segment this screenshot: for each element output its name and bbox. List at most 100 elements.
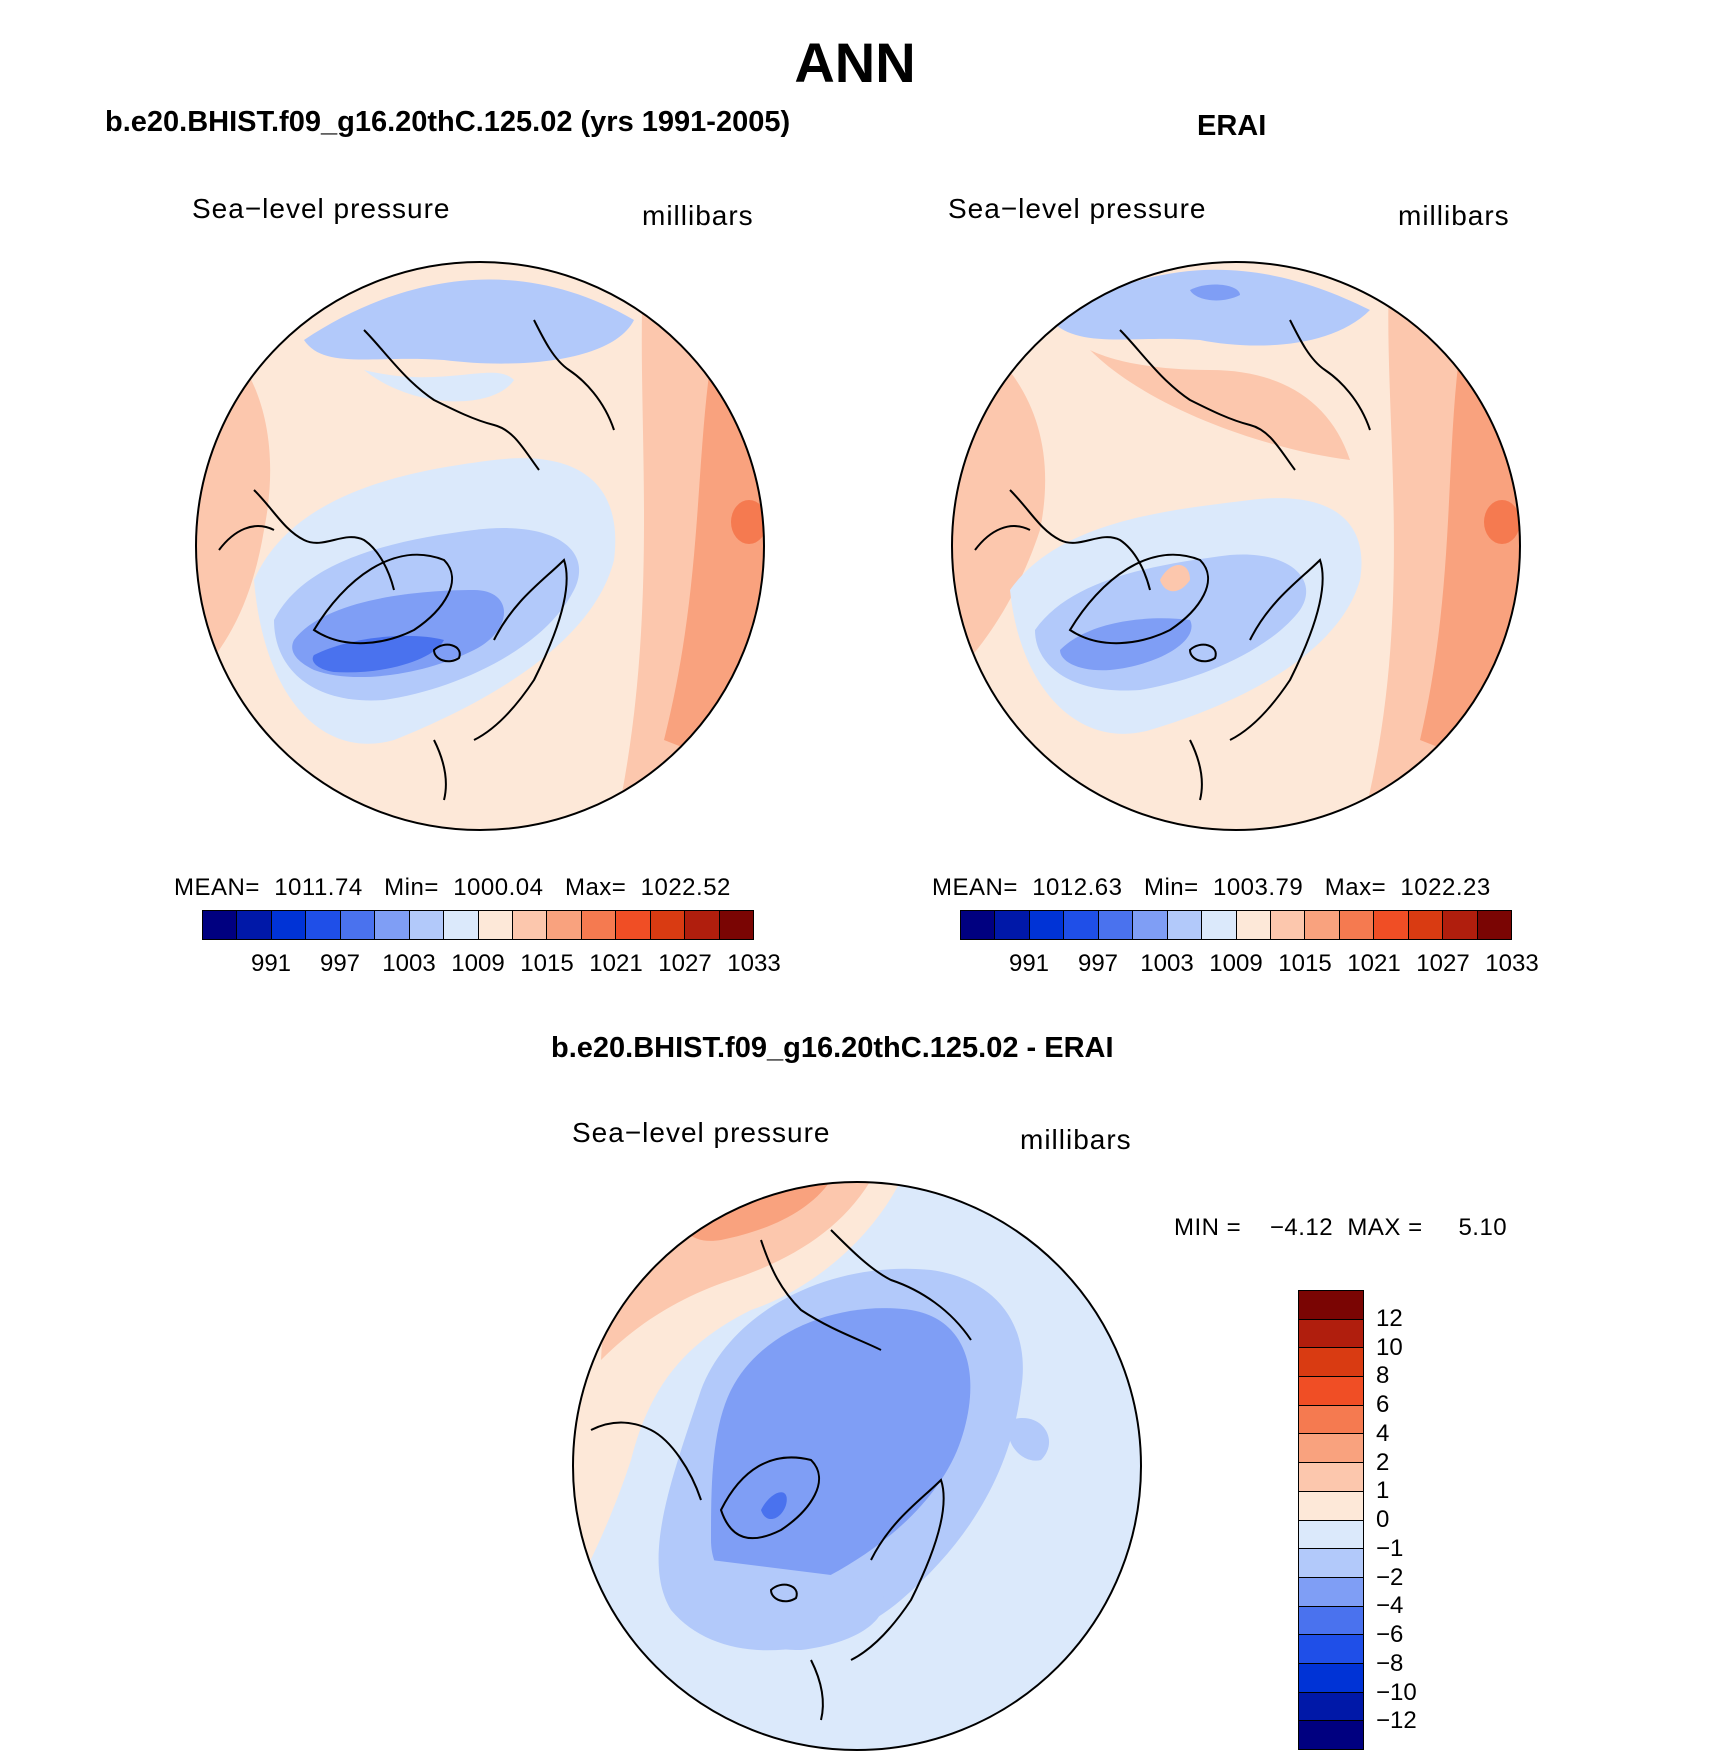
colorbar-tick-label: 1009	[451, 950, 505, 977]
colorbar-swatch	[1299, 1319, 1363, 1349]
colorbar-tick-label: 1027	[1416, 950, 1470, 977]
colorbar-tick-label: 1033	[727, 950, 781, 977]
colorbar-swatch	[995, 911, 1030, 939]
pressure-min-center	[312, 635, 444, 673]
colorbar-tick-label: 991	[250, 950, 292, 977]
model-units-label: millibars	[642, 200, 754, 231]
model-colorbar	[202, 910, 754, 940]
pressure-max-center	[1484, 500, 1520, 544]
colorbar-swatch	[1299, 1405, 1363, 1435]
colorbar-swatch	[409, 911, 445, 939]
colorbar-swatch	[271, 911, 307, 939]
colorbar-swatch	[1029, 911, 1065, 939]
colorbar-swatch	[512, 911, 548, 939]
colorbar-swatch	[1299, 1721, 1363, 1749]
colorbar-swatch	[306, 911, 341, 939]
diff-variable-label: Sea−level pressure	[572, 1117, 831, 1148]
colorbar-swatch	[478, 911, 513, 939]
colorbar-swatch	[444, 911, 479, 939]
colorbar-swatch	[237, 911, 272, 939]
coastline	[363, 329, 540, 471]
colorbar-tick-label: −12	[1376, 1707, 1417, 1735]
colorbar-tick-label: 1021	[589, 950, 643, 977]
colorbar-swatch	[340, 911, 376, 939]
colorbar-swatch	[1299, 1434, 1363, 1464]
diff-colorbar-ticks: 12 10 8 6 4 2 1 0 −1 −2 −4 −6 −8 −10 −12	[1376, 1290, 1496, 1750]
colorbar-swatch	[1299, 1377, 1363, 1406]
colorbar-tick-label: −2	[1376, 1563, 1404, 1591]
colorbar-tick-label: 1003	[1140, 950, 1194, 977]
colorbar-tick-label: 1033	[1485, 950, 1539, 977]
colorbar-swatch	[719, 911, 753, 939]
colorbar-swatch	[1167, 911, 1203, 939]
colorbar-swatch	[650, 911, 686, 939]
colorbar-swatch	[685, 911, 720, 939]
colorbar-tick-label: 997	[1077, 950, 1119, 977]
colorbar-swatch	[1299, 1348, 1363, 1378]
diff-colorbar	[1298, 1290, 1364, 1750]
colorbar-tick-label: 4	[1376, 1419, 1390, 1447]
obs-colorbar	[960, 910, 1512, 940]
colorbar-swatch	[1133, 911, 1168, 939]
colorbar-tick-label: 12	[1376, 1304, 1403, 1332]
colorbar-tick-label: 1015	[520, 950, 574, 977]
colorbar-swatch	[1299, 1635, 1363, 1664]
colorbar-tick-label: 1015	[1278, 950, 1332, 977]
colorbar-swatch	[1299, 1491, 1363, 1521]
colorbar-swatch	[1305, 911, 1340, 939]
colorbar-tick-label: −4	[1376, 1592, 1404, 1620]
obs-variable-label: Sea−level pressure	[948, 193, 1207, 224]
pressure-contour-top	[304, 279, 634, 364]
colorbar-swatch	[1299, 1663, 1363, 1693]
obs-units-label: millibars	[1398, 200, 1510, 231]
colorbar-tick-label: −6	[1376, 1621, 1404, 1648]
colorbar-tick-label: 1027	[658, 950, 712, 977]
colorbar-swatch	[1408, 911, 1444, 939]
colorbar-swatch	[1299, 1577, 1363, 1607]
colorbar-tick-label: 10	[1376, 1333, 1403, 1361]
figure-title: ANN	[794, 31, 916, 94]
pressure-min-center	[1060, 618, 1192, 671]
colorbar-tick-label: −1	[1376, 1534, 1404, 1562]
pressure-max-center	[731, 500, 764, 544]
colorbar-swatch	[1270, 911, 1306, 939]
colorbar-swatch	[547, 911, 582, 939]
model-panel-title: b.e20.BHIST.f09_g16.20thC.125.02 (yrs 19…	[105, 106, 791, 138]
colorbar-swatch	[581, 911, 617, 939]
colorbar-tick-label: 997	[319, 950, 361, 977]
colorbar-swatch	[1098, 911, 1134, 939]
colorbar-swatch	[1236, 911, 1271, 939]
colorbar-tick-label: 991	[1008, 950, 1050, 977]
obs-polar-map	[951, 261, 1521, 831]
colorbar-swatch	[375, 911, 410, 939]
colorbar-tick-label: 6	[1376, 1391, 1390, 1418]
colorbar-swatch	[1477, 911, 1511, 939]
colorbar-swatch	[1064, 911, 1099, 939]
colorbar-swatch	[1299, 1549, 1363, 1578]
model-stats: MEAN= 1011.74 Min= 1000.04 Max= 1022.52	[174, 874, 731, 901]
colorbar-swatch	[961, 911, 996, 939]
diff-polar-map	[572, 1181, 1142, 1751]
colorbar-swatch	[1443, 911, 1478, 939]
colorbar-swatch	[616, 911, 651, 939]
colorbar-swatch	[203, 911, 238, 939]
map-boundary	[195, 261, 765, 831]
diff-units-label: millibars	[1020, 1124, 1132, 1155]
colorbar-tick-label: 2	[1376, 1448, 1390, 1476]
colorbar-swatch	[1202, 911, 1237, 939]
colorbar-tick-label: 1003	[382, 950, 436, 977]
colorbar-swatch	[1339, 911, 1375, 939]
colorbar-swatch	[1299, 1692, 1363, 1722]
colorbar-tick-label: 1021	[1347, 950, 1401, 977]
colorbar-swatch	[1374, 911, 1409, 939]
colorbar-swatch	[1299, 1291, 1363, 1320]
colorbar-swatch	[1299, 1520, 1363, 1550]
colorbar-tick-label: −10	[1376, 1678, 1417, 1706]
colorbar-swatch	[1299, 1463, 1363, 1492]
colorbar-tick-label: 1009	[1209, 950, 1263, 977]
obs-panel-title: ERAI	[1197, 110, 1267, 142]
obs-stats: MEAN= 1012.63 Min= 1003.79 Max= 1022.23	[932, 874, 1491, 901]
diff-panel-title: b.e20.BHIST.f09_g16.20thC.125.02 - ERAI	[551, 1032, 1114, 1064]
pressure-contour-high-center	[1090, 350, 1350, 460]
colorbar-swatch	[1299, 1606, 1363, 1636]
